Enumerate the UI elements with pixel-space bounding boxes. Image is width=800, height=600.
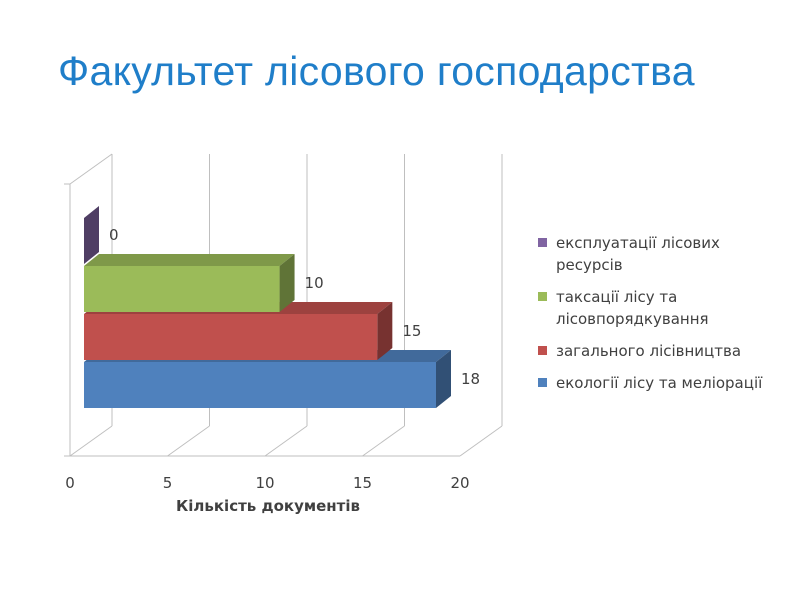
legend-swatch-taxation (538, 292, 547, 301)
data-label: 18 (461, 370, 480, 388)
data-label: 15 (402, 322, 421, 340)
x-tick-label: 0 (65, 474, 75, 492)
data-label: 0 (109, 226, 119, 244)
bar-side-face (279, 254, 295, 312)
side-wall-top-edge (69, 153, 113, 185)
legend-label-exploitation: експлуатації лісових ресурсів (556, 234, 720, 274)
chart-legend: експлуатації лісових ресурсів таксації л… (536, 232, 776, 404)
bar-2: 10 (84, 254, 324, 312)
legend-item-ecology: екології лісу та меліорації (536, 372, 776, 394)
legend-swatch-silviculture (538, 346, 547, 355)
bar-front-face (84, 314, 378, 360)
x-tick-label: 15 (353, 474, 372, 492)
bar-front-face (84, 266, 280, 312)
legend-item-silviculture: загального лісівництва (536, 340, 776, 362)
page-title: Факультет лісового господарства (58, 48, 695, 94)
bar-front-face (84, 362, 436, 408)
legend-label-silviculture: загального лісівництва (556, 342, 742, 360)
floor-gridline (167, 425, 210, 457)
legend-item-exploitation: експлуатації лісових ресурсів (536, 232, 776, 276)
legend-label-ecology: екології лісу та меліорації (556, 374, 763, 392)
legend-label-taxation: таксації лісу та лісовпорядкування (556, 288, 709, 328)
x-tick-label: 5 (163, 474, 173, 492)
x-tick-label: 10 (255, 474, 274, 492)
floor-gridline (362, 425, 405, 457)
bar-top-face (84, 254, 295, 266)
x-tick-label: 20 (450, 474, 469, 492)
x-axis-label: Кількість документів (176, 497, 360, 515)
floor-gridline (459, 425, 503, 457)
legend-item-taxation: таксації лісу та лісовпорядкування (536, 286, 776, 330)
legend-swatch-exploitation (538, 238, 547, 247)
bar-3: 0 (84, 206, 119, 264)
bar-side-face (84, 206, 99, 264)
bar-side-face (377, 302, 393, 360)
floor-gridline (69, 425, 113, 457)
bar-side-face (436, 350, 451, 408)
legend-swatch-ecology (538, 378, 547, 387)
data-label: 10 (305, 274, 324, 292)
floor-gridline (264, 425, 308, 457)
